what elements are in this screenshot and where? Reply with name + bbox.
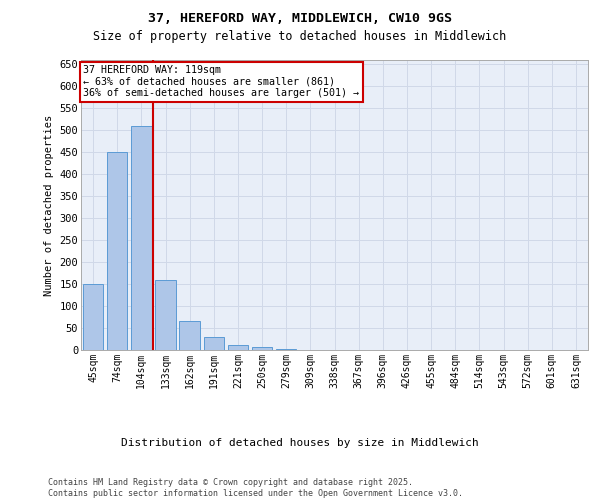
Bar bbox=[276, 349, 296, 350]
Bar bbox=[227, 344, 248, 350]
Text: 37 HEREFORD WAY: 119sqm
← 63% of detached houses are smaller (861)
36% of semi-d: 37 HEREFORD WAY: 119sqm ← 63% of detache… bbox=[83, 66, 359, 98]
Bar bbox=[252, 348, 272, 350]
Bar bbox=[107, 152, 127, 350]
Text: Size of property relative to detached houses in Middlewich: Size of property relative to detached ho… bbox=[94, 30, 506, 43]
Bar bbox=[131, 126, 152, 350]
Bar bbox=[203, 337, 224, 350]
Text: Distribution of detached houses by size in Middlewich: Distribution of detached houses by size … bbox=[121, 438, 479, 448]
Text: Contains HM Land Registry data © Crown copyright and database right 2025.
Contai: Contains HM Land Registry data © Crown c… bbox=[48, 478, 463, 498]
Y-axis label: Number of detached properties: Number of detached properties bbox=[44, 114, 54, 296]
Bar bbox=[179, 320, 200, 350]
Bar bbox=[155, 280, 176, 350]
Text: 37, HEREFORD WAY, MIDDLEWICH, CW10 9GS: 37, HEREFORD WAY, MIDDLEWICH, CW10 9GS bbox=[148, 12, 452, 26]
Bar bbox=[83, 284, 103, 350]
